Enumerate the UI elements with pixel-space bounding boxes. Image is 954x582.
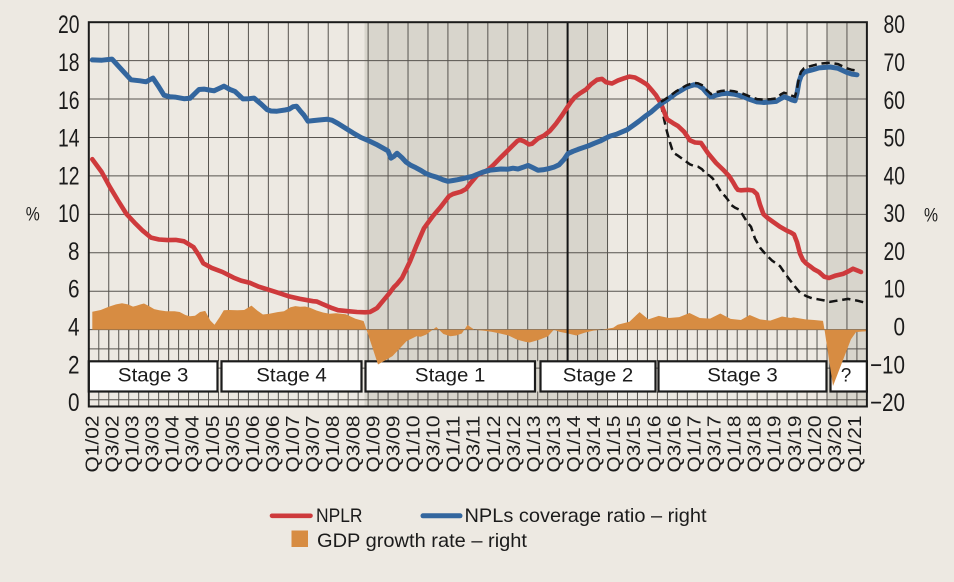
svg-text:0: 0 bbox=[68, 389, 80, 417]
svg-text:20: 20 bbox=[58, 11, 80, 39]
svg-text:4: 4 bbox=[68, 314, 80, 342]
svg-text:Q1/17: Q1/17 bbox=[683, 416, 704, 473]
svg-text:GDP growth rate – right: GDP growth rate – right bbox=[317, 530, 528, 552]
svg-text:Q3/05: Q3/05 bbox=[222, 416, 243, 473]
svg-text:%: % bbox=[924, 205, 938, 227]
svg-text:50: 50 bbox=[884, 125, 906, 153]
svg-text:18: 18 bbox=[58, 49, 80, 77]
svg-text:10: 10 bbox=[884, 276, 906, 304]
svg-text:Stage 2: Stage 2 bbox=[563, 365, 634, 386]
svg-text:Q1/08: Q1/08 bbox=[322, 416, 343, 473]
svg-text:NPLR: NPLR bbox=[316, 505, 363, 527]
svg-text:?: ? bbox=[841, 365, 852, 386]
svg-text:Q3/19: Q3/19 bbox=[784, 416, 805, 473]
svg-text:Q3/06: Q3/06 bbox=[262, 416, 283, 473]
svg-text:8: 8 bbox=[68, 238, 80, 266]
svg-text:Q3/04: Q3/04 bbox=[182, 416, 203, 473]
svg-text:Stage 3: Stage 3 bbox=[118, 365, 189, 386]
svg-text:Q3/14: Q3/14 bbox=[583, 416, 604, 473]
svg-text:−20: −20 bbox=[870, 389, 905, 417]
svg-text:60: 60 bbox=[884, 87, 906, 115]
svg-text:0: 0 bbox=[894, 314, 906, 342]
svg-text:Q3/09: Q3/09 bbox=[382, 416, 403, 473]
svg-text:70: 70 bbox=[884, 49, 906, 77]
svg-text:−10: −10 bbox=[870, 351, 905, 379]
svg-text:Q3/18: Q3/18 bbox=[744, 416, 765, 473]
svg-text:Q1/06: Q1/06 bbox=[242, 416, 263, 473]
svg-text:80: 80 bbox=[884, 11, 906, 39]
svg-text:Q1/14: Q1/14 bbox=[563, 416, 584, 473]
svg-text:Q3/16: Q3/16 bbox=[663, 416, 684, 473]
svg-text:14: 14 bbox=[58, 125, 80, 153]
svg-text:Q3/03: Q3/03 bbox=[142, 416, 163, 473]
svg-text:6: 6 bbox=[68, 276, 80, 304]
svg-text:Q1/20: Q1/20 bbox=[804, 416, 825, 473]
svg-text:Q1/19: Q1/19 bbox=[764, 416, 785, 473]
svg-text:Q1/11: Q1/11 bbox=[443, 416, 464, 473]
svg-text:30: 30 bbox=[884, 200, 906, 228]
svg-text:Q3/17: Q3/17 bbox=[704, 416, 725, 473]
svg-text:Q1/05: Q1/05 bbox=[202, 416, 223, 473]
svg-text:20: 20 bbox=[884, 238, 906, 266]
svg-text:2: 2 bbox=[68, 351, 80, 379]
svg-text:Q3/12: Q3/12 bbox=[503, 416, 524, 473]
svg-text:Q3/08: Q3/08 bbox=[342, 416, 363, 473]
svg-text:40: 40 bbox=[884, 162, 906, 190]
svg-text:Q1/18: Q1/18 bbox=[724, 416, 745, 473]
svg-text:Q3/15: Q3/15 bbox=[623, 416, 644, 473]
svg-text:Q1/13: Q1/13 bbox=[523, 416, 544, 473]
svg-text:Q1/12: Q1/12 bbox=[483, 416, 504, 473]
svg-text:Stage 1: Stage 1 bbox=[415, 365, 486, 386]
svg-text:Q1/15: Q1/15 bbox=[603, 416, 624, 473]
svg-text:16: 16 bbox=[58, 87, 80, 115]
svg-text:12: 12 bbox=[58, 162, 80, 190]
svg-text:Q3/07: Q3/07 bbox=[302, 416, 323, 473]
svg-text:Q1/04: Q1/04 bbox=[162, 416, 183, 473]
svg-text:NPLs coverage ratio – right: NPLs coverage ratio – right bbox=[465, 505, 708, 527]
svg-text:Stage 4: Stage 4 bbox=[256, 365, 327, 386]
svg-text:Stage 3: Stage 3 bbox=[707, 365, 778, 386]
svg-text:Q3/13: Q3/13 bbox=[543, 416, 564, 473]
svg-text:Q1/07: Q1/07 bbox=[282, 416, 303, 473]
svg-text:Q1/21: Q1/21 bbox=[844, 416, 865, 473]
svg-text:Q3/10: Q3/10 bbox=[423, 416, 444, 473]
svg-text:Q1/09: Q1/09 bbox=[362, 416, 383, 473]
svg-text:Q3/02: Q3/02 bbox=[101, 416, 122, 473]
svg-text:%: % bbox=[26, 204, 40, 226]
svg-text:Q1/02: Q1/02 bbox=[81, 416, 102, 473]
svg-text:10: 10 bbox=[58, 200, 80, 228]
svg-text:Q3/11: Q3/11 bbox=[463, 416, 484, 473]
svg-text:Q3/20: Q3/20 bbox=[824, 416, 845, 473]
svg-text:Q1/03: Q1/03 bbox=[121, 416, 142, 473]
svg-text:Q1/16: Q1/16 bbox=[643, 416, 664, 473]
svg-text:Q1/10: Q1/10 bbox=[402, 416, 423, 473]
